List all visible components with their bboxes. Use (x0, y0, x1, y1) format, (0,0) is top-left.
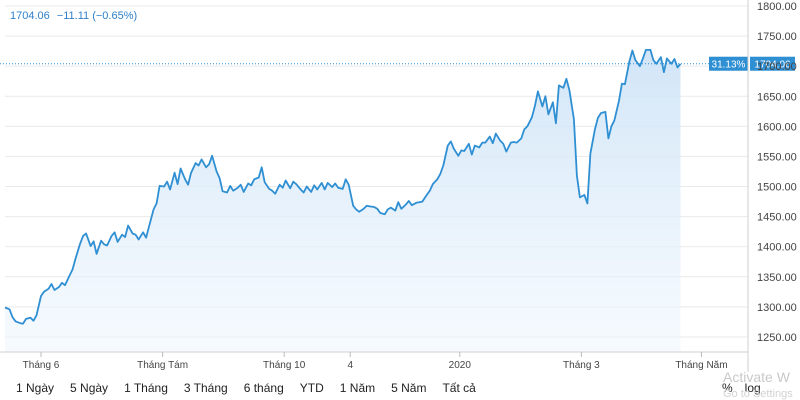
series-line (4, 49, 682, 325)
last-value-marker: 31.13% 1704.06 (0, 56, 795, 71)
price-badge (750, 56, 795, 71)
y-tick-label: 1350.00 (757, 272, 797, 284)
series-area-fill (5, 49, 681, 353)
y-tick-label: 1600.00 (757, 121, 797, 133)
range-button[interactable]: 1 Tháng (124, 381, 168, 395)
header-change: −11.11 (−0.65%) (56, 10, 138, 22)
percent-badge-label: 31.13% (712, 60, 746, 71)
chart-header: 1704.06 −11.11 (−0.65%) (10, 10, 141, 22)
x-tick-label: Tháng 3 (563, 360, 600, 371)
series-line-group (4, 49, 682, 325)
y-tick-label: 1750.00 (757, 31, 797, 43)
x-tick-label: Tháng 6 (23, 360, 60, 371)
y-tick-label: 1550.00 (757, 151, 797, 163)
percent-badge (709, 56, 748, 71)
x-axis: Tháng 6 Tháng Tám Tháng 10 4 2020 Tháng 3 Thán… (0, 351, 748, 371)
x-tick-label: Tháng 10 (263, 360, 306, 371)
x-tick-label: 4 (347, 360, 353, 371)
range-button[interactable]: 3 Tháng (183, 381, 228, 395)
y-tick-label: 1250.00 (757, 332, 797, 344)
range-button[interactable]: 5 Năm (391, 381, 427, 395)
percent-toggle[interactable]: % (722, 381, 733, 395)
y-tick-label: 1800.00 (757, 1, 797, 13)
range-selector: 1 Ngày 5 Ngày 1 Tháng 3 Tháng 6 tháng YTD 1 Nă… (0, 381, 481, 400)
range-button[interactable]: YTD (299, 381, 324, 395)
range-button[interactable]: 6 tháng (243, 381, 284, 395)
range-button[interactable]: 5 Ngày (70, 381, 109, 395)
y-axis: 1250.00 1300.00 1350.00 1400.00 1450.00 1500.… (747, 0, 797, 372)
range-button[interactable]: 1 Ngày (16, 381, 55, 395)
y-tick-label: 1650.00 (757, 91, 797, 103)
x-tick-label: 2020 (449, 360, 472, 371)
y-tick-label: 1300.00 (757, 302, 797, 314)
y-tick-label: 1450.00 (757, 212, 797, 224)
series-area (5, 49, 681, 353)
log-toggle[interactable]: log (744, 381, 761, 395)
x-tick-label: Tháng Năm (675, 360, 727, 371)
range-button[interactable]: 1 Năm (339, 381, 376, 395)
range-button[interactable]: Tất cả (442, 381, 476, 395)
activate-windows-watermark: Activate W (723, 369, 790, 385)
x-tick-label: Tháng Tám (137, 360, 188, 371)
activate-windows-subtext: Go to Settings (723, 388, 793, 400)
header-last-value: 1704.06 (10, 10, 50, 22)
scale-toggles: % log (716, 381, 767, 395)
y-tick-label: 1500.00 (757, 182, 797, 194)
price-badge-label: 1704.06 (754, 60, 791, 71)
y-tick-label: 1400.00 (757, 242, 797, 254)
y-tick-label: 1700.00 (757, 61, 797, 73)
